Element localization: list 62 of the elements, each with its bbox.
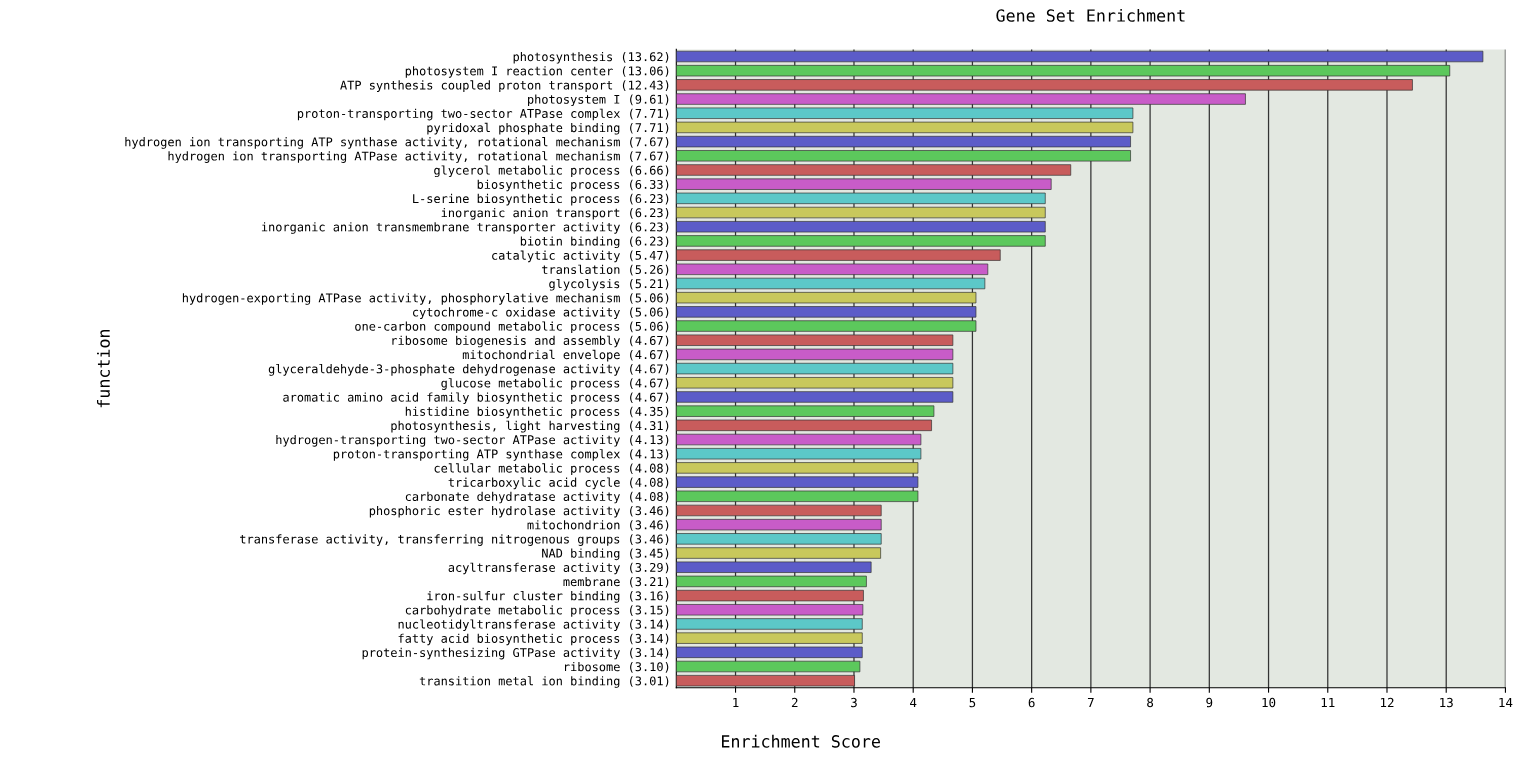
y-tick-label: mitochondrion (3.46) bbox=[527, 520, 669, 531]
y-tick-label: photosystem I (9.61) bbox=[528, 94, 669, 107]
y-tick-label: photosystem I reaction center (13.06) bbox=[405, 66, 669, 78]
y-tick-label: hydrogen-exporting ATPase activity, phosphorylative mechanism (5.06) bbox=[182, 293, 669, 305]
y-axis-title: function bbox=[97, 329, 110, 408]
x-tick-label: 13 bbox=[1440, 697, 1453, 708]
y-tick-label: NAD binding (3.45) bbox=[542, 548, 669, 561]
y-tick-label: mitochondrial envelope (4.67) bbox=[462, 349, 669, 362]
x-tick-label: 12 bbox=[1380, 697, 1394, 708]
y-tick-label: carbohydrate metabolic process (3.15) bbox=[405, 605, 669, 617]
x-tick-label: 10 bbox=[1262, 697, 1276, 708]
y-tick-label: histidine biosynthetic process (4.35) bbox=[405, 406, 669, 419]
y-tick-label: aromatic amino acid family biosynthetic process (4.67) bbox=[283, 392, 669, 405]
y-tick-label: L-serine biosynthetic process (6.23) bbox=[413, 193, 669, 206]
y-tick-label: cytochrome-c oxidase activity (5.06) bbox=[413, 307, 669, 319]
x-tick-label: 2 bbox=[791, 697, 798, 708]
y-tick-label: ribosome (3.10) bbox=[565, 662, 669, 673]
y-tick-label: membrane (3.21) bbox=[563, 576, 669, 588]
x-tick-label: 5 bbox=[969, 697, 976, 708]
y-tick-label: photosynthesis, light harvesting (4.31) bbox=[391, 420, 669, 433]
y-tick-label: acyltransferase activity (3.29) bbox=[448, 562, 669, 575]
x-tick-label: 8 bbox=[1147, 697, 1154, 708]
x-axis-title: Enrichment Score bbox=[722, 734, 880, 748]
y-tick-label: fatty acid biosynthetic process (3.14) bbox=[398, 633, 669, 646]
y-tick-label: photosynthesis (13.62) bbox=[513, 51, 669, 64]
y-tick-label: biotin binding (6.23) bbox=[520, 236, 669, 249]
x-tick-label: 4 bbox=[910, 697, 917, 708]
x-tick-label: 6 bbox=[1028, 697, 1035, 708]
y-tick-label: pyridoxal phosphate binding (7.71) bbox=[427, 122, 669, 135]
x-tick-label: 11 bbox=[1321, 697, 1335, 708]
y-tick-label: transition metal ion binding (3.01) bbox=[419, 676, 669, 688]
y-tick-label: glucose metabolic process (4.67) bbox=[441, 378, 669, 390]
y-tick-label: proton-transporting ATP synthase complex (4.13) bbox=[333, 449, 669, 461]
y-tick-label: phosphoric ester hydrolase activity (3.46) bbox=[369, 505, 669, 518]
y-tick-label: hydrogen ion transporting ATP synthase activity, rotational mechanism (7.67) bbox=[125, 137, 669, 149]
y-tick-label: iron-sulfur cluster binding (3.16) bbox=[427, 591, 669, 603]
y-tick-label: protein-synthesizing GTPase activity (3.14) bbox=[362, 647, 669, 660]
y-tick-label: ribosome biogenesis and assembly (4.67) bbox=[392, 335, 669, 348]
y-tick-label: inorganic anion transmembrane transporter activity (6.23) bbox=[261, 222, 669, 234]
y-tick-label: biosynthetic process (6.33) bbox=[477, 179, 669, 192]
y-tick-label: nucleotidyltransferase activity (3.14) bbox=[398, 619, 669, 632]
y-tick-label: tricarboxylic acid cycle (4.08) bbox=[448, 477, 669, 490]
y-tick-label: glyceraldehyde-3-phosphate dehydrogenase activity (4.67) bbox=[268, 364, 669, 376]
y-tick-label: one-carbon compound metabolic process (5.06) bbox=[355, 321, 669, 334]
y-tick-label: glycerol metabolic process (6.66) bbox=[434, 165, 669, 178]
y-tick-label: ATP synthesis coupled proton transport (12.43) bbox=[340, 80, 669, 92]
y-tick-label: translation (5.26) bbox=[542, 264, 669, 276]
y-tick-label: catalytic activity (5.47) bbox=[492, 250, 669, 263]
y-tick-label: glycolysis (5.21) bbox=[549, 278, 669, 291]
x-tick-label: 14 bbox=[1499, 697, 1513, 708]
y-tick-label: hydrogen ion transporting ATPase activity, rotational mechanism (7.67) bbox=[168, 151, 669, 163]
x-tick-label: 9 bbox=[1206, 697, 1213, 708]
x-tick-label: 1 bbox=[733, 697, 739, 708]
x-tick-label: 7 bbox=[1087, 697, 1094, 708]
y-tick-label: carbonate dehydratase activity (4.08) bbox=[405, 491, 669, 504]
x-tick-label: 3 bbox=[851, 697, 857, 708]
y-tick-label: inorganic anion transport (6.23) bbox=[441, 208, 669, 220]
y-tick-label: proton-transporting two-sector ATPase complex (7.71) bbox=[297, 108, 669, 121]
y-tick-label: transferase activity, transferring nitrogenous groups (3.46) bbox=[240, 534, 669, 546]
y-tick-label: cellular metabolic process (4.08) bbox=[434, 463, 669, 475]
chart-title: Gene Set Enrichment bbox=[996, 8, 1185, 22]
y-tick-label: hydrogen-transporting two-sector ATPase activity (4.13) bbox=[276, 435, 669, 447]
